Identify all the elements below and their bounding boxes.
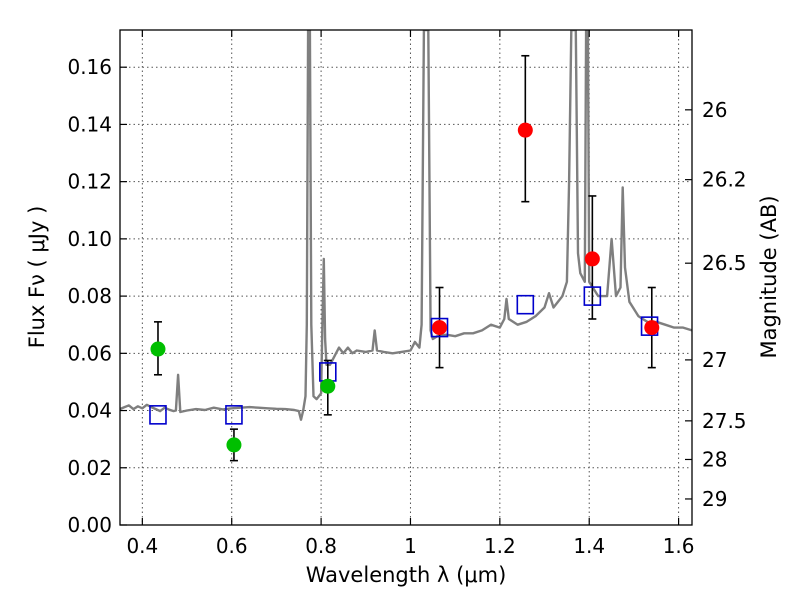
green-data-point bbox=[320, 378, 336, 394]
y-tick-label: 0.16 bbox=[67, 55, 112, 79]
y-tick-label: 0.10 bbox=[67, 227, 112, 251]
spectrum-line bbox=[120, 30, 692, 421]
tick-labels: 0.4 0.6 0.8 1 1.2 1.4 1.6 0.00 0.02 0.04 0.06 0.08 0… bbox=[67, 55, 746, 558]
error-bars bbox=[153, 54, 656, 462]
red-data-point bbox=[644, 320, 660, 336]
x-axis-label: Wavelength λ (μm) bbox=[306, 563, 507, 587]
red-data-point bbox=[517, 122, 533, 138]
right-axis-label: Magnitude (AB) bbox=[757, 195, 781, 358]
x-tick-label: 1 bbox=[404, 534, 417, 558]
model-square-marker bbox=[149, 405, 167, 425]
model-square-marker bbox=[583, 286, 602, 306]
plot-content bbox=[120, 30, 692, 421]
markers bbox=[149, 122, 660, 453]
x-tick-label: 1.6 bbox=[663, 534, 695, 558]
tick-marks bbox=[120, 30, 692, 526]
y-axis-label: Flux Fν ( μJy ) bbox=[25, 206, 49, 349]
green-data-point bbox=[150, 341, 166, 357]
y-tick-label: 0.06 bbox=[67, 341, 112, 365]
right-tick-label: 27 bbox=[702, 348, 727, 372]
y-tick-label: 0.14 bbox=[67, 112, 112, 136]
green-data-point bbox=[226, 437, 242, 453]
right-tick-label: 29 bbox=[702, 487, 727, 511]
right-tick-label: 27.5 bbox=[702, 409, 747, 433]
x-tick-label: 0.6 bbox=[216, 534, 248, 558]
y-tick-label: 0.12 bbox=[67, 170, 112, 194]
x-tick-label: 1.4 bbox=[573, 534, 605, 558]
y-tick-label: 0.04 bbox=[67, 399, 112, 423]
right-tick-label: 28 bbox=[702, 447, 727, 471]
model-square-marker bbox=[225, 405, 243, 425]
right-tick-label: 26.5 bbox=[702, 251, 747, 275]
y-tick-label: 0.00 bbox=[67, 513, 112, 537]
right-tick-label: 26 bbox=[702, 98, 727, 122]
model-square-marker bbox=[516, 294, 535, 315]
x-tick-label: 0.8 bbox=[305, 534, 337, 558]
model-square-marker bbox=[430, 317, 449, 338]
y-tick-label: 0.02 bbox=[67, 456, 112, 480]
grid-lines bbox=[120, 30, 692, 526]
right-tick-label: 26.2 bbox=[702, 168, 747, 192]
y-tick-label: 0.08 bbox=[67, 284, 112, 308]
red-data-point bbox=[584, 251, 600, 267]
plot-frame bbox=[119, 29, 693, 526]
x-tick-label: 0.4 bbox=[126, 534, 158, 558]
red-data-point bbox=[432, 320, 448, 336]
x-tick-label: 1.2 bbox=[484, 534, 516, 558]
